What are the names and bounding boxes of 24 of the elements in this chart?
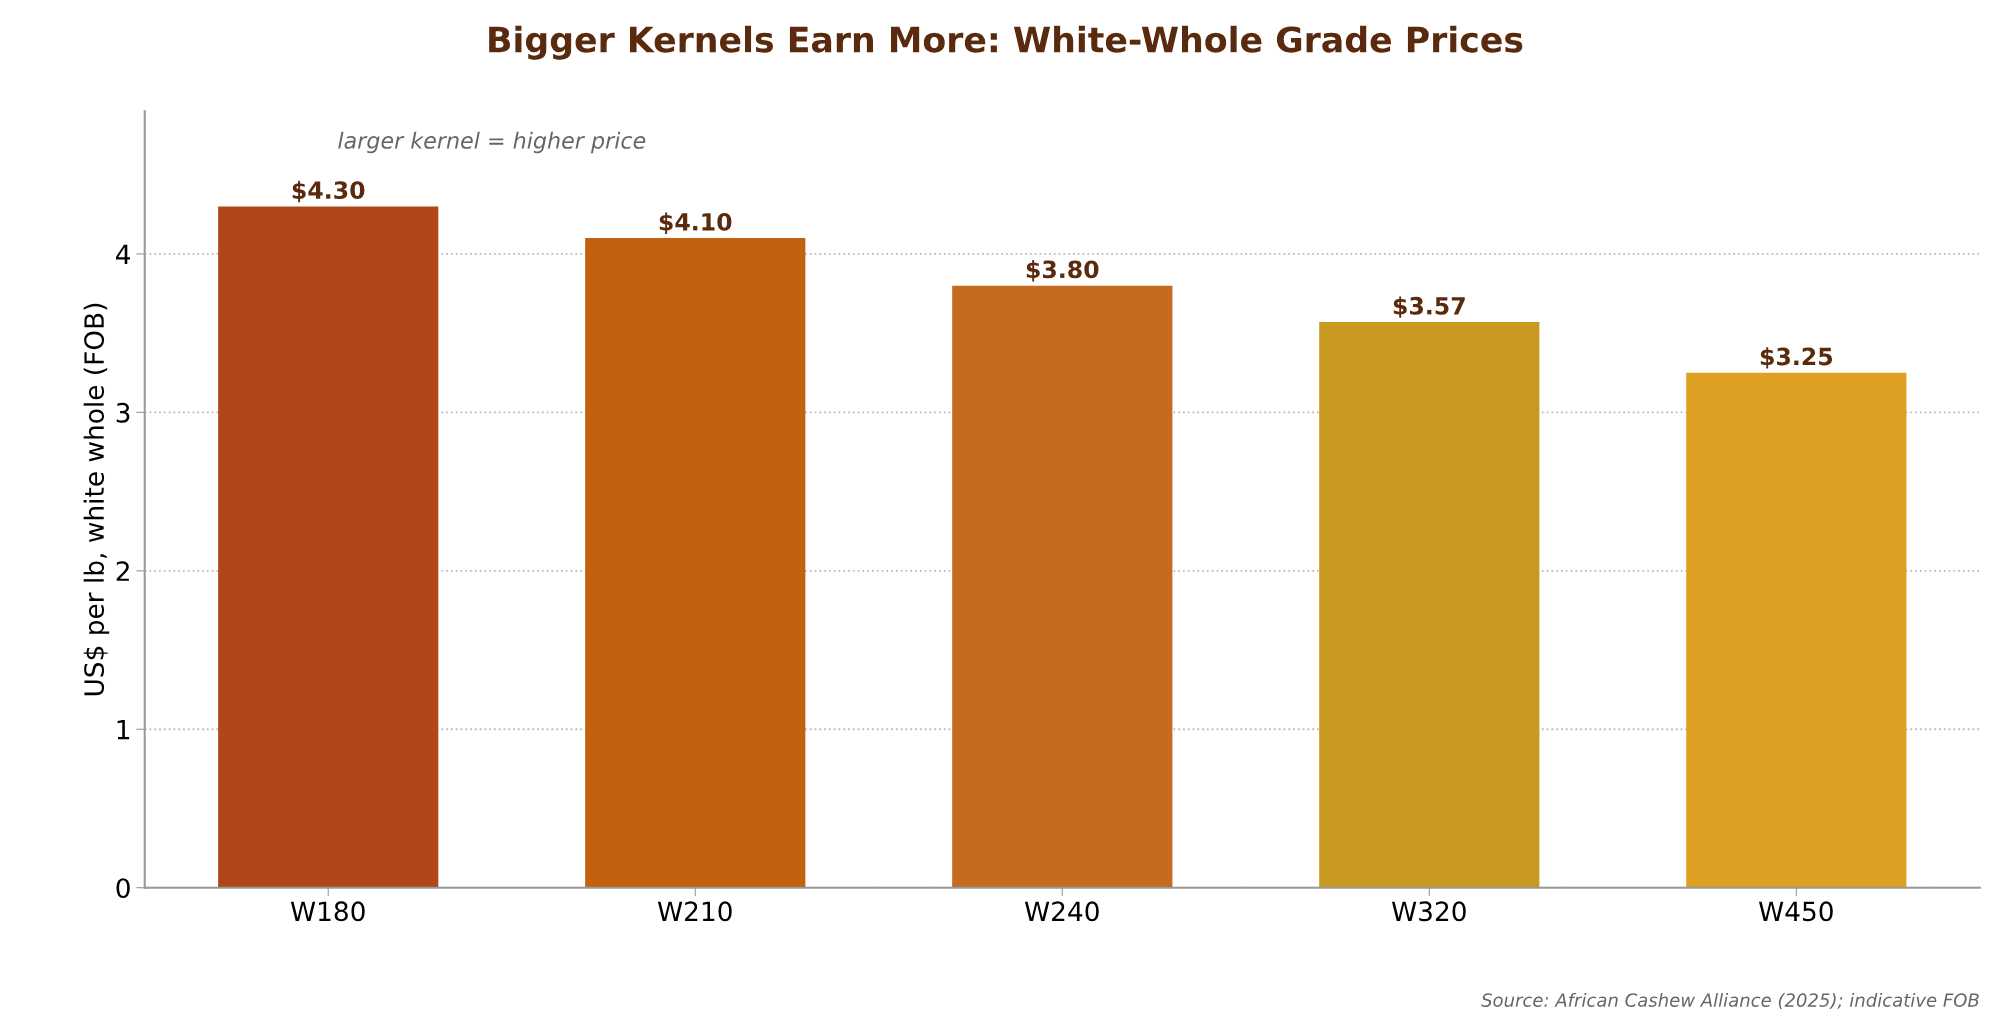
data-label: $3.80: [1026, 260, 1099, 282]
y-axis-title: US$ per lb, white whole (FOB): [83, 303, 110, 696]
x-tick-label: W320: [1391, 901, 1466, 922]
data-label: $4.10: [659, 212, 732, 234]
y-tick-label: 0: [116, 878, 130, 899]
annotation: larger kernel = higher price: [338, 131, 646, 154]
y-tick-label: 3: [116, 402, 130, 423]
chart-title: Bigger Kernels Earn More: White-Whole Grade Prices: [489, 25, 1523, 60]
y-tick-label: 4: [116, 244, 131, 264]
y-tick-label: 2: [116, 561, 129, 581]
bar: [1686, 372, 1907, 888]
x-tick-label: W210: [657, 901, 732, 922]
bar: [952, 285, 1173, 888]
y-tick-label: 1: [117, 720, 130, 740]
x-tick-label: W240: [1024, 901, 1099, 922]
x-tick-label: W450: [1758, 901, 1833, 922]
source-note: Source: African Cashew Alliance (2025); indicative FOB: [1481, 992, 1979, 1010]
x-tick-label: W180: [290, 901, 365, 922]
data-label: $3.25: [1760, 347, 1833, 369]
bar: [218, 206, 439, 888]
bar: [1319, 322, 1540, 888]
data-label: $3.57: [1393, 296, 1465, 318]
data-label: $4.30: [292, 180, 365, 203]
bar: [585, 238, 806, 888]
